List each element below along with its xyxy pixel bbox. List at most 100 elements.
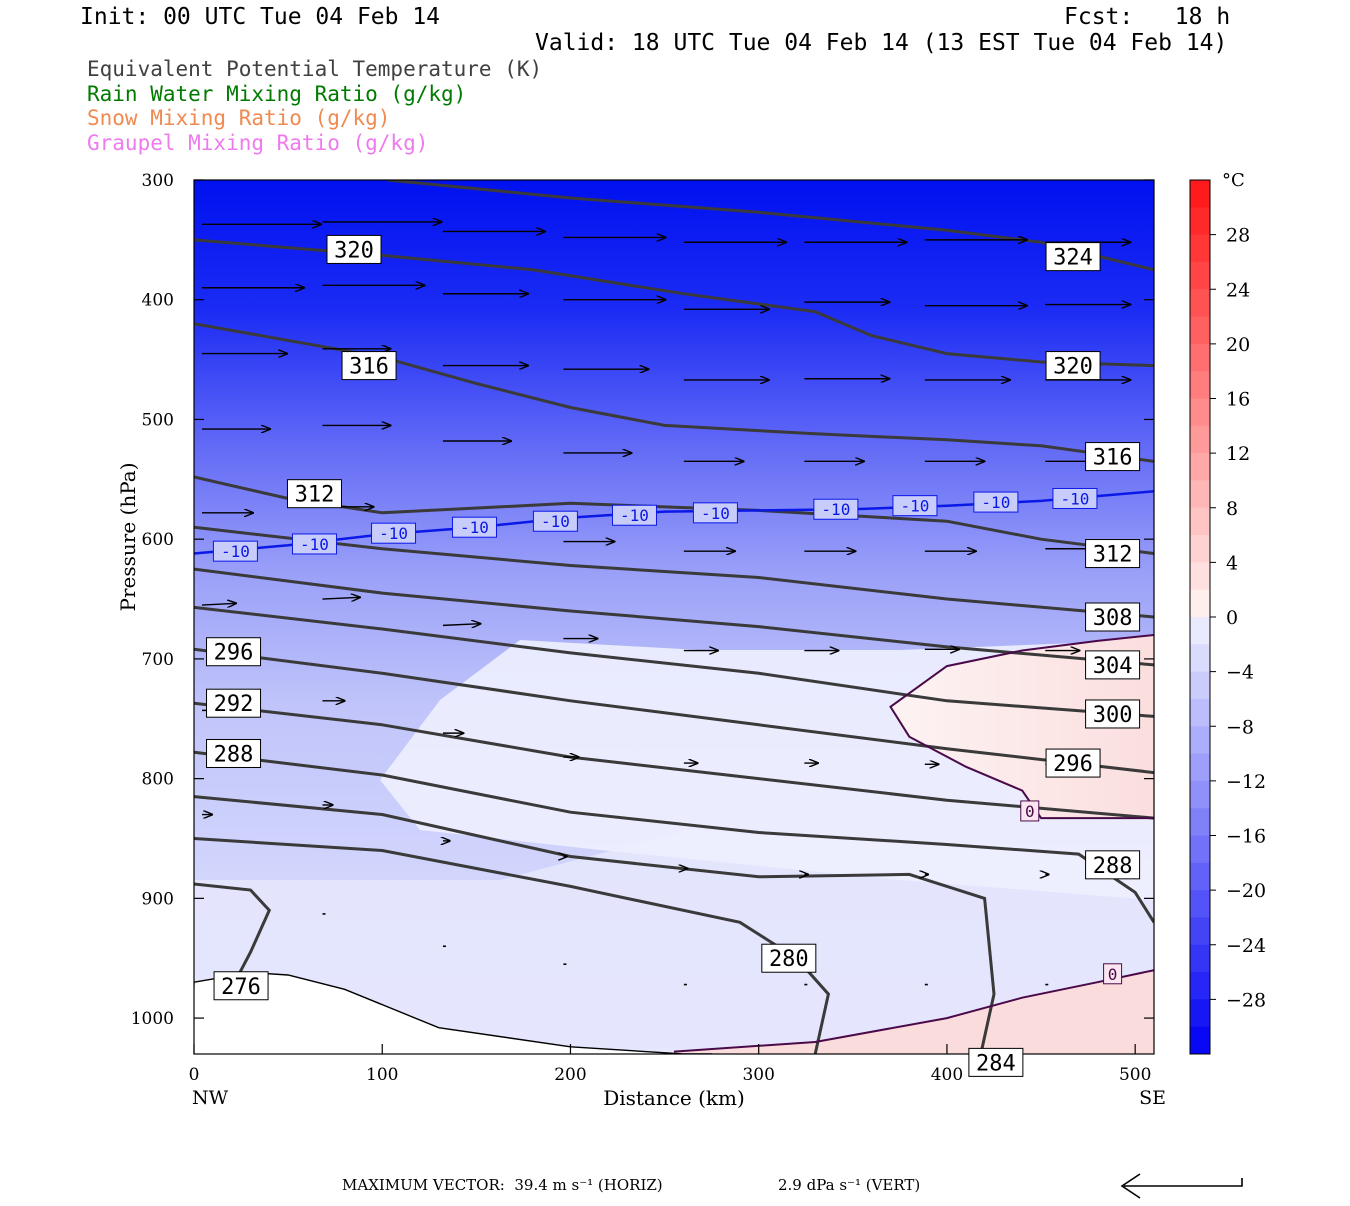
svg-text:316: 316: [1093, 446, 1133, 471]
svg-text:0: 0: [1025, 802, 1035, 821]
theta-e-label: 288: [1085, 850, 1141, 880]
zero-label: 0: [1103, 963, 1123, 985]
minus10-label: -10: [973, 491, 1019, 513]
svg-text:-10: -10: [221, 542, 250, 561]
theta-e-label: 284: [968, 1047, 1024, 1077]
colorbar-step: [1190, 617, 1210, 645]
minus10-label: -10: [451, 516, 497, 538]
legend-theta-e: Equivalent Potential Temperature (K): [87, 57, 543, 81]
colorbar-step: [1190, 316, 1210, 345]
y-axis-label: Pressure (hPa): [116, 463, 140, 612]
colorbar-tick-label: 4: [1226, 552, 1238, 574]
theta-e-label: 308: [1085, 602, 1141, 632]
colorbar-tick-label: 12: [1226, 443, 1250, 465]
colorbar-step: [1190, 890, 1210, 918]
colorbar-step: [1190, 808, 1210, 836]
colorbar-tick-label: −24: [1226, 935, 1266, 957]
svg-text:320: 320: [1053, 355, 1093, 380]
theta-e-contour-288: [194, 750, 1154, 924]
colorbar-tick-label: −12: [1226, 771, 1266, 793]
svg-text:-10: -10: [1060, 489, 1089, 508]
colorbar-step: [1190, 289, 1210, 318]
svg-text:316: 316: [349, 355, 389, 380]
colorbar-step: [1190, 589, 1210, 618]
y-tick-label: 800: [142, 770, 174, 790]
theta-e-label: 320: [326, 234, 382, 264]
colorbar-step: [1190, 425, 1210, 454]
colorbar-unit: °C: [1222, 170, 1245, 191]
colorbar-step: [1190, 698, 1210, 727]
colorbar-tick-label: 28: [1226, 225, 1250, 247]
svg-text:276: 276: [221, 975, 261, 1000]
colorbar-tick-label: −16: [1226, 826, 1266, 848]
svg-text:324: 324: [1053, 246, 1093, 271]
forecast-hour: Fcst: 18 h: [1064, 4, 1231, 30]
colorbar-step: [1190, 753, 1210, 782]
zero-label: 0: [1020, 800, 1040, 822]
colorbar-tick-label: −28: [1226, 989, 1266, 1011]
svg-text:-10: -10: [460, 518, 489, 537]
colorbar-step: [1190, 944, 1210, 973]
theta-e-contour-284: [194, 795, 996, 1054]
y-tick-label: 1000: [131, 1009, 174, 1029]
wind-vector: [201, 603, 236, 605]
init-time: Init: 00 UTC Tue 04 Feb 14: [80, 4, 441, 30]
theta-e-label: 296: [206, 637, 262, 667]
minus10-label: -10: [1052, 487, 1098, 509]
theta-e-label: 292: [206, 688, 262, 718]
theta-e-contour-308: [194, 525, 1154, 619]
theta-e-contour-276: [194, 882, 272, 989]
colorbar-step: [1190, 835, 1210, 864]
svg-text:296: 296: [214, 641, 254, 666]
theta-e-contour-320: [194, 238, 1154, 368]
y-tick-label: 900: [142, 889, 174, 909]
wind-vector: [442, 624, 480, 626]
x-tick-label: 400: [931, 1065, 963, 1085]
svg-text:280: 280: [769, 947, 809, 972]
svg-text:-10: -10: [300, 535, 329, 554]
colorbar-tick-label: −4: [1226, 662, 1254, 684]
minus10-label: -10: [692, 502, 738, 524]
theta-e-label: 316: [341, 351, 397, 381]
colorbar-step: [1190, 726, 1210, 755]
svg-text:-10: -10: [541, 512, 570, 531]
colorbar-step: [1190, 671, 1210, 700]
theta-e-label: 288: [206, 738, 262, 768]
theta-e-label: 276: [213, 971, 269, 1001]
legend-snow: Snow Mixing Ratio (g/kg): [87, 106, 391, 130]
minus10-label: -10: [813, 498, 859, 520]
y-tick-label: 400: [142, 291, 174, 311]
warm-band-lower-left: [194, 830, 1154, 1054]
x-end-label-left: NW: [192, 1087, 229, 1109]
colorbar-step: [1190, 999, 1210, 1028]
colorbar-step: [1190, 480, 1210, 509]
svg-text:288: 288: [1093, 854, 1133, 879]
colorbar-tick-label: 0: [1226, 607, 1238, 629]
svg-text:300: 300: [1093, 703, 1133, 728]
x-end-label-right: SE: [1139, 1087, 1166, 1109]
svg-text:312: 312: [1093, 543, 1133, 568]
colorbar-step: [1190, 917, 1210, 946]
colorbar-step: [1190, 180, 1210, 208]
svg-text:-10: -10: [900, 497, 929, 516]
svg-text:312: 312: [295, 483, 335, 508]
colorbar-step: [1190, 507, 1210, 536]
svg-text:-10: -10: [821, 500, 850, 519]
theta-e-contour-316: [194, 322, 1154, 463]
colorbar-step: [1190, 371, 1210, 399]
theta-e-label: 316: [1085, 442, 1141, 472]
y-tick-label: 500: [142, 410, 174, 430]
svg-text:-10: -10: [620, 506, 649, 525]
x-tick-label: 100: [366, 1065, 398, 1085]
theta-e-contour-296: [194, 647, 1154, 775]
wind-vector: [322, 597, 359, 599]
colorbar-step: [1190, 562, 1210, 591]
colorbar-step: [1190, 207, 1210, 236]
colorbar-tick-label: 16: [1226, 389, 1250, 411]
legend-rain: Rain Water Mixing Ratio (g/kg): [87, 82, 467, 106]
svg-text:308: 308: [1093, 606, 1133, 631]
warm-region-lower: [674, 970, 1154, 1054]
legend-graupel: Graupel Mixing Ratio (g/kg): [87, 131, 429, 155]
svg-text:0: 0: [1108, 965, 1118, 984]
